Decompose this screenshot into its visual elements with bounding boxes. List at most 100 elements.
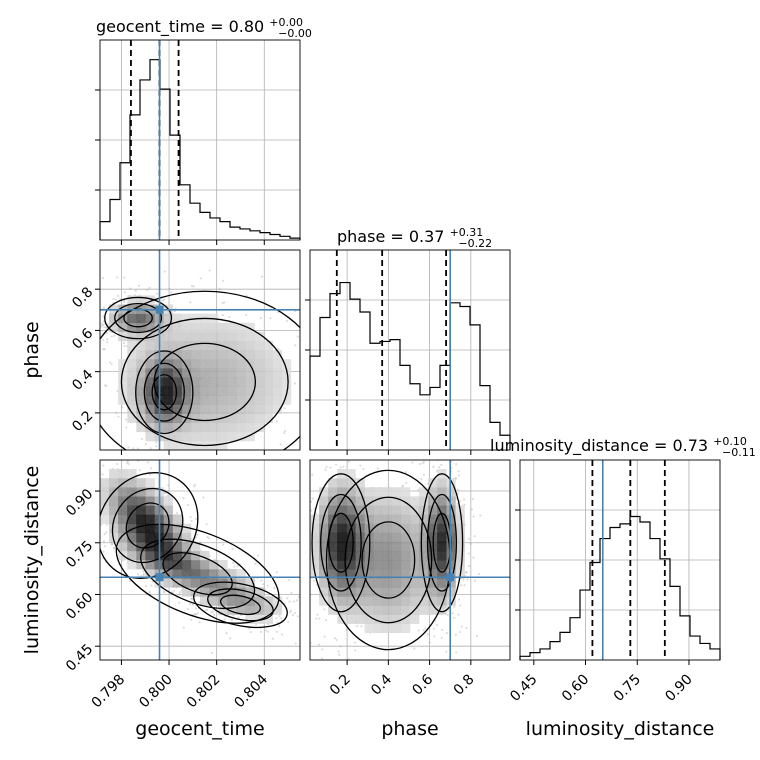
density-cell [373,623,384,634]
density-cell [145,295,155,305]
density-cell [118,496,128,506]
density-cell [209,596,219,606]
scatter-point [437,422,439,424]
density-cell [227,331,237,342]
density-cell [391,505,402,515]
density-cell [455,541,465,552]
scatter-point [424,451,426,453]
scatter-point [97,338,99,340]
scatter-point [170,291,173,294]
density-cell [382,578,393,588]
scatter-point [307,618,309,620]
scatter-point [478,572,481,576]
scatter-point [237,616,240,619]
density-cell [109,532,119,543]
density-cell [364,560,374,570]
scatter-point [230,619,233,622]
scatter-point [140,437,144,440]
scatter-point [441,456,443,458]
density-cell [227,569,237,579]
density-cell [227,368,237,378]
density-cell [364,605,374,615]
density-cell [254,404,264,414]
density-cell [181,377,192,387]
density-cell [236,413,246,424]
scatter-point [196,612,199,615]
scatter-point [456,502,459,505]
contour-line [193,581,288,629]
density-cell [281,386,292,396]
density-cell [181,322,192,333]
scatter-point [144,584,147,588]
scatter-point [65,438,67,440]
density-cell [136,295,146,305]
density-cell [190,431,201,442]
scatter-point [295,497,297,499]
density-cell [145,478,155,488]
density-cell [346,569,356,579]
density-cell [400,550,411,561]
density-cell [145,413,155,424]
scatter-point [311,613,313,615]
scatter-point [334,463,338,466]
density-cell [391,596,402,606]
density-cell [364,578,374,588]
scatter-point [445,650,448,653]
density-cell [419,523,429,534]
density-cell [145,404,155,414]
density-cell [236,431,246,442]
density-cell [263,605,274,615]
density-cell [181,569,192,579]
title-phase-minus: −0.22 [458,237,492,250]
density-cell [190,550,201,561]
density-cell [227,605,237,615]
density-cell [319,523,329,534]
scatter-point [62,298,64,300]
density-cell [163,313,174,324]
density-cell [254,422,264,433]
scatter-point [13,321,15,323]
x-tick-label-luminosity-distance: 0.45 [507,672,540,705]
scatter-point [97,343,99,345]
scatter-point [260,579,263,582]
density-cell [236,331,246,342]
scatter-point [353,641,357,644]
density-cell [127,496,137,506]
scatter-point [455,497,458,500]
contour-line [111,487,184,564]
scatter-point [339,466,342,469]
density-cell [200,569,210,579]
scatter-point [440,463,443,466]
density-cell [172,404,183,414]
density-cell [428,560,438,570]
scatter-point [295,599,299,602]
density-cell [200,596,210,606]
density-cell [245,322,255,333]
density-cell [263,340,274,351]
density-cell [428,487,438,497]
scatter-point [446,613,449,616]
density-cell [391,487,402,497]
density-cell [419,514,429,524]
density-cell [109,322,119,333]
density-cell [419,496,429,506]
scatter-point [93,253,95,255]
scatter-point [305,578,307,580]
scatter-point [199,277,202,280]
scatter-point [100,322,104,326]
scatter-point [123,451,125,453]
density-cell [218,605,228,615]
density-cell [455,532,465,543]
scatter-point [208,269,211,272]
title-phase-value: phase = 0.37 [337,227,444,246]
density-cell [163,560,174,570]
scatter-point [465,571,468,574]
scatter-point [75,449,77,451]
scatter-point [163,591,166,594]
density-cell [118,514,128,524]
scatter-point [112,546,116,549]
density-cell [209,331,219,342]
density-cell [190,413,201,424]
contour-line [151,374,178,411]
density-cell [200,377,210,387]
